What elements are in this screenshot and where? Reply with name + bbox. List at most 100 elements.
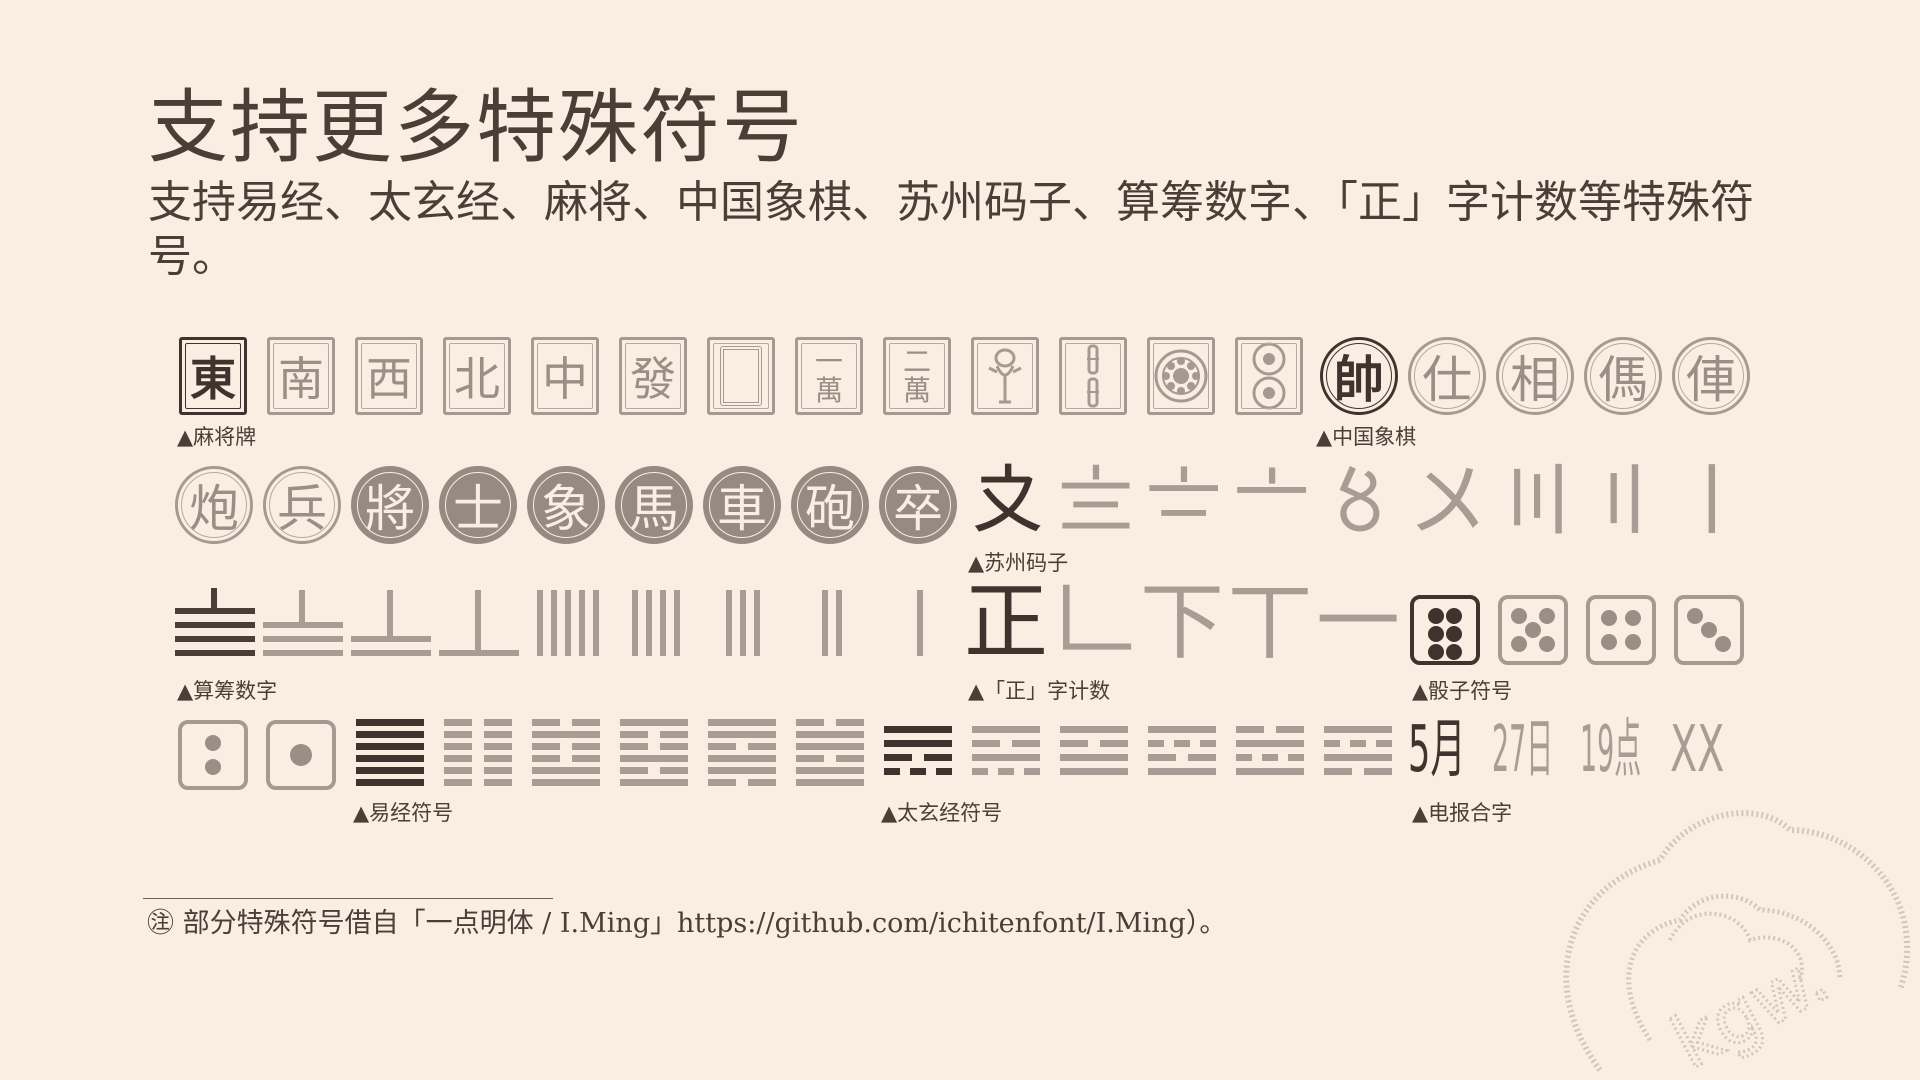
mahjong-tile-one-circle: [1147, 337, 1215, 415]
tetragram-line: [1100, 740, 1128, 747]
counting-rod: [754, 590, 760, 656]
counting-rod: [646, 590, 652, 656]
hexagram-line: [708, 779, 736, 786]
hexagram-line: [444, 755, 472, 762]
zheng-tally: 𠃊: [1052, 573, 1137, 671]
die-pip: [1625, 634, 1641, 650]
tetragram-line: [936, 768, 952, 775]
tile-char: 一: [814, 344, 843, 378]
tetragram-line: [1012, 740, 1040, 747]
tetragram-line: [1288, 754, 1304, 761]
hexagram-line: [708, 767, 776, 774]
caption-rod-numerals: ▲算筹数字: [177, 679, 278, 703]
die-pip: [1446, 644, 1462, 660]
circle-dot-icon: [1252, 342, 1286, 410]
counting-rod: [439, 650, 519, 656]
hexagram-line: [572, 755, 600, 762]
counting-rod: [475, 590, 481, 650]
piece-char: 帥: [1334, 350, 1384, 409]
die-six-icon: [1410, 595, 1480, 665]
counting-rod: [917, 590, 923, 656]
die-pip: [1715, 636, 1731, 652]
tetragram-line: [1060, 768, 1128, 775]
mahjong-tile-east: 東: [179, 337, 247, 415]
tetragram-line: [998, 768, 1014, 775]
counting-rod: [263, 650, 343, 656]
tetragram-line: [884, 740, 952, 747]
counting-rod: [565, 590, 571, 656]
hexagram-line: [708, 731, 776, 738]
counting-rod: [299, 590, 305, 622]
tetragram-line: [972, 740, 1000, 747]
hexagram-line: [796, 743, 864, 750]
caption-xiangqi: ▲中国象棋: [1316, 425, 1417, 449]
zheng-tally: 下: [1140, 573, 1225, 671]
hexagram-line: [572, 743, 600, 750]
die-pip: [1428, 626, 1444, 642]
die-five-icon: [1498, 595, 1568, 665]
caption-taixuan: ▲太玄经符号: [881, 801, 1003, 825]
hexagram-line: [444, 743, 472, 750]
tetragram-line: [1236, 754, 1252, 761]
tetragram-line: [924, 754, 952, 761]
counting-rod: [175, 636, 255, 642]
kgw-logo-watermark-icon: kgw.: [1563, 810, 1911, 1080]
piece-char: 士: [453, 480, 503, 538]
tetragram-line: [910, 768, 926, 775]
suzhou-numeral: 〡: [1672, 455, 1752, 548]
xiangqi-piece: 砲: [791, 466, 869, 544]
tetragram-line: [972, 754, 1040, 761]
tetragram-line: [1236, 768, 1304, 775]
tile-char: 萬: [814, 374, 843, 407]
counting-rod: [579, 590, 585, 656]
xiangqi-piece: 將: [351, 466, 429, 544]
piece-char: 將: [365, 480, 415, 538]
die-pip: [1428, 608, 1444, 624]
hexagram-line: [444, 779, 472, 786]
die-two-icon: [178, 720, 248, 790]
telegraph-ligature: 5月: [1408, 713, 1466, 787]
counting-rod: [211, 588, 217, 608]
hexagram-line: [484, 755, 512, 762]
hexagram-line: [532, 779, 600, 786]
hexagram-line: [484, 779, 512, 786]
suzhou-numeral: 〢: [1584, 455, 1664, 548]
die-pip: [1511, 636, 1527, 652]
counting-rod: [632, 590, 638, 656]
tile-char: 發: [630, 352, 676, 406]
die-pip: [1539, 636, 1555, 652]
telegraph-ligature: 19点: [1580, 713, 1642, 787]
footnote-divider: [143, 898, 553, 899]
mahjong-tile-green-dragon: 發: [619, 337, 687, 415]
suzhou-numeral: 〧: [1144, 455, 1224, 548]
circle-dot-icon: [1154, 349, 1208, 403]
counting-rod: [740, 590, 746, 656]
page-title: 支持更多特殊符号: [148, 81, 804, 174]
hexagram-line: [356, 743, 424, 750]
hexagram-line: [532, 743, 560, 750]
die-pip: [1446, 626, 1462, 642]
hexagram-line: [660, 731, 688, 738]
counting-rod: [175, 622, 255, 628]
tetragram-line: [1236, 726, 1264, 733]
mahjong-tile-one-wan: 一萬: [795, 337, 863, 415]
xiangqi-piece: 兵: [263, 466, 341, 544]
piece-char: 俥: [1686, 351, 1736, 409]
hexagram-line: [796, 719, 824, 726]
tetragram-line: [1024, 768, 1040, 775]
zheng-tally: 一: [1316, 573, 1401, 671]
die-three-icon: [1674, 595, 1744, 665]
piece-char: 砲: [805, 480, 855, 538]
suzhou-numeral: 〩: [968, 455, 1048, 548]
piece-char: 馬: [629, 480, 679, 538]
mahjong-tile-two-bamboo: [1059, 337, 1127, 415]
hexagram-line: [532, 719, 560, 726]
hexagram-line: [532, 767, 600, 774]
tetragram-line: [1324, 740, 1340, 747]
tetragram-line: [1174, 740, 1190, 747]
die-pip: [1525, 622, 1541, 638]
tetragram-line: [1350, 740, 1366, 747]
hexagram-line: [484, 731, 512, 738]
zheng-tally: 丅: [1228, 573, 1313, 671]
mahjong-tile-two-wan: 二萬: [883, 337, 951, 415]
